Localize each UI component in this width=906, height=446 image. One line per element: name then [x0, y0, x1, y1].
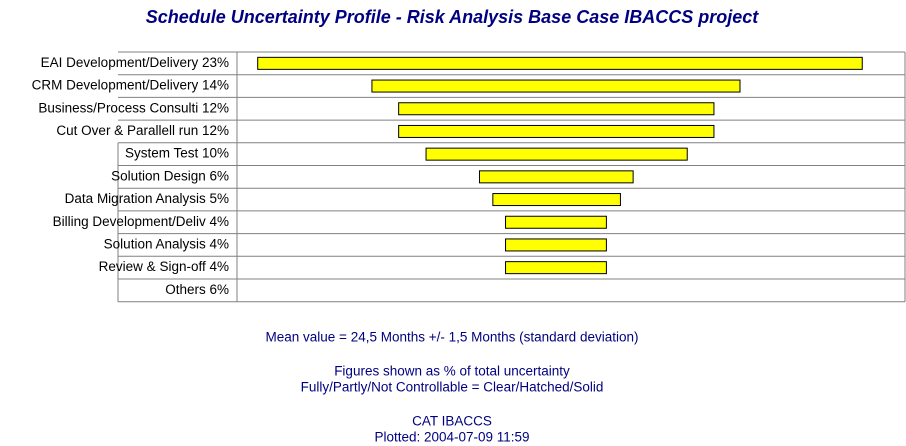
- bar: [505, 261, 607, 275]
- row-label: System Test 10%: [125, 146, 229, 161]
- bar: [371, 79, 741, 93]
- row-label: Business/Process Consulti 12%: [38, 100, 229, 115]
- footnote: Mean value = 24,5 Months +/- 1,5 Months …: [266, 330, 639, 345]
- row-label: EAI Development/Delivery 23%: [41, 55, 229, 70]
- row-label: Review & Sign-off 4%: [99, 259, 229, 274]
- row-label: Data Migration Analysis 5%: [65, 191, 229, 206]
- bar: [398, 124, 715, 138]
- bar: [398, 102, 715, 116]
- row-label: Solution Design 6%: [111, 168, 229, 183]
- footnote: Figures shown as % of total uncertainty: [334, 364, 570, 379]
- row-label: Billing Development/Deliv 4%: [53, 214, 229, 229]
- row-label: Cut Over & Parallell run 12%: [56, 123, 229, 138]
- footnote: Fully/Partly/Not Controllable = Clear/Ha…: [301, 380, 604, 395]
- footnote: CAT IBACCS: [412, 414, 492, 429]
- bar: [425, 147, 688, 161]
- chart-title: Schedule Uncertainty Profile - Risk Anal…: [146, 7, 760, 27]
- row-label: Others 6%: [165, 282, 229, 297]
- footnote: Plotted: 2004-07-09 11:59: [374, 430, 529, 445]
- row-label: CRM Development/Delivery 14%: [32, 78, 229, 93]
- bar: [257, 56, 863, 70]
- row-label: Solution Analysis 4%: [104, 237, 229, 252]
- bar: [478, 170, 634, 184]
- bar: [505, 238, 607, 252]
- bar: [492, 193, 621, 207]
- bar: [505, 215, 607, 229]
